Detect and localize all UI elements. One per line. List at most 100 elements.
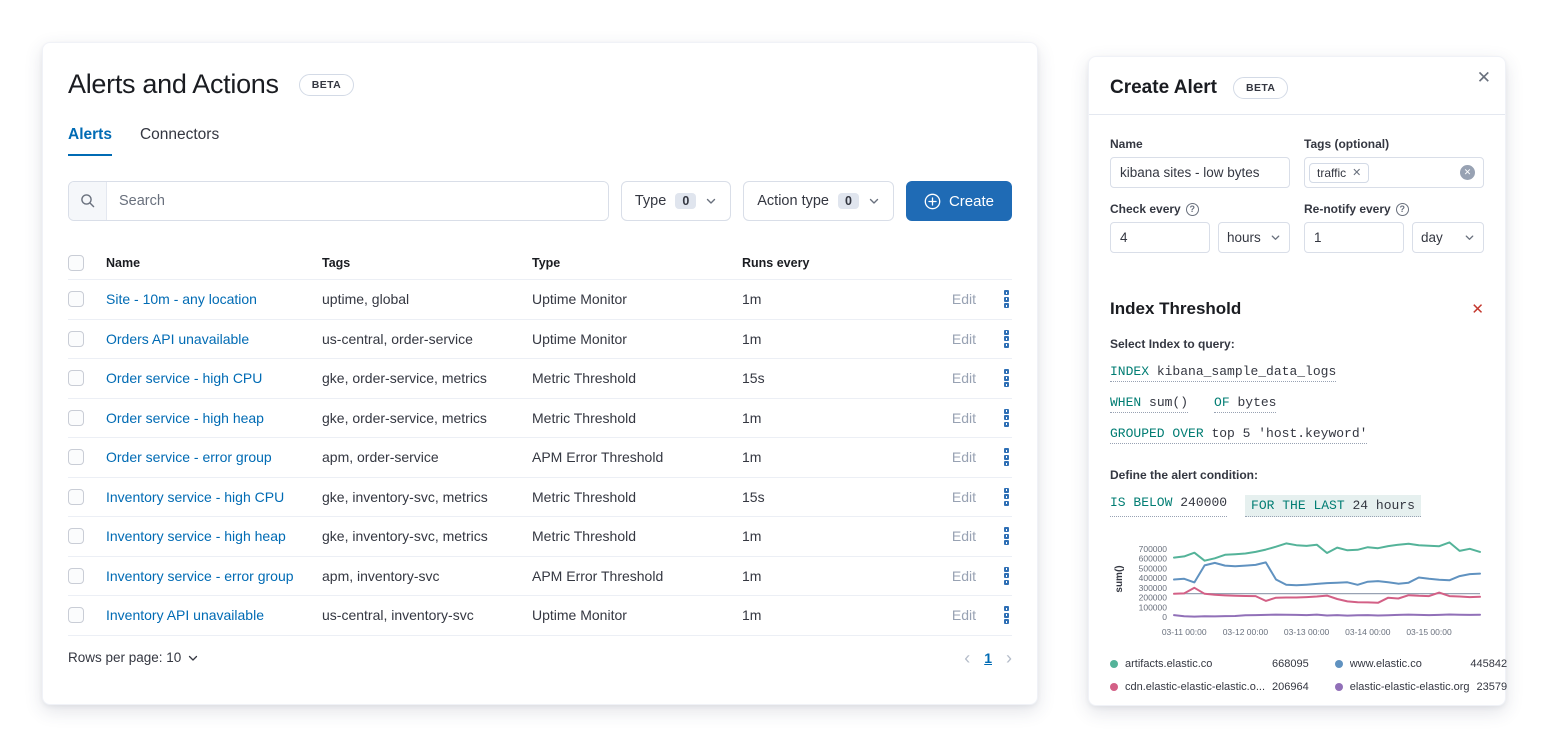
row-checkbox[interactable] xyxy=(68,291,84,308)
chart-legend: artifacts.elastic.co 668095 www.elastic.… xyxy=(1110,658,1507,693)
alert-type: Uptime Monitor xyxy=(532,330,627,347)
beta-badge: BETA xyxy=(1233,77,1289,99)
svg-text:03-11 00:00: 03-11 00:00 xyxy=(1162,627,1207,637)
alert-name-link[interactable]: Inventory service - high CPU xyxy=(106,488,285,505)
tags-label: Tags (optional) xyxy=(1304,137,1390,151)
expression-time-window[interactable]: FOR THE LAST 24 hours xyxy=(1245,495,1421,517)
edit-link[interactable]: Edit xyxy=(951,291,976,308)
alert-type: APM Error Threshold xyxy=(532,449,664,466)
type-filter-button[interactable]: Type 0 xyxy=(620,181,732,221)
legend-value: 23579 xyxy=(1476,681,1508,693)
edit-link[interactable]: Edit xyxy=(951,409,976,426)
alert-tags: apm, order-service xyxy=(322,449,439,466)
pagination: ‹ 1 › xyxy=(964,649,1012,667)
check-every-value-input[interactable] xyxy=(1110,222,1210,253)
header-name: Name xyxy=(106,255,141,270)
expression-grouped-over[interactable]: GROUPED OVER top 5 'host.keyword' xyxy=(1110,426,1368,444)
chevron-down-icon xyxy=(189,655,198,661)
row-actions-menu-icon[interactable] xyxy=(1001,603,1012,627)
tab-connectors[interactable]: Connectors xyxy=(139,126,220,143)
edit-link[interactable]: Edit xyxy=(951,567,976,584)
tab-alerts[interactable]: Alerts xyxy=(68,126,112,156)
edit-link[interactable]: Edit xyxy=(951,488,976,505)
alert-name-input[interactable] xyxy=(1110,157,1290,188)
action-type-filter-button[interactable]: Action type 0 xyxy=(743,181,894,221)
expression-of[interactable]: OF bytes xyxy=(1214,395,1277,413)
row-checkbox[interactable] xyxy=(68,567,84,584)
next-page-button[interactable]: › xyxy=(1006,647,1012,668)
alert-type: Metric Threshold xyxy=(532,409,637,426)
row-actions-menu-icon[interactable] xyxy=(1001,524,1012,548)
tags-input[interactable]: traffic ✕ ✕ xyxy=(1304,157,1484,188)
row-actions-menu-icon[interactable] xyxy=(1001,485,1012,509)
select-all-checkbox[interactable] xyxy=(68,254,84,271)
row-checkbox[interactable] xyxy=(68,409,84,426)
alert-runs-every: 1m xyxy=(742,567,762,584)
table-row: Inventory API unavailable us-central, in… xyxy=(68,595,1012,635)
header-tags: Tags xyxy=(322,255,351,270)
alert-runs-every: 1m xyxy=(742,291,762,308)
alert-name-link[interactable]: Orders API unavailable xyxy=(106,330,250,347)
legend-value: 445842 xyxy=(1470,658,1508,670)
remove-alert-type-icon[interactable]: ✕ xyxy=(1471,300,1484,318)
svg-text:03-13 00:00: 03-13 00:00 xyxy=(1284,627,1330,637)
alert-name-link[interactable]: Site - 10m - any location xyxy=(106,291,257,308)
renotify-every-value-input[interactable] xyxy=(1304,222,1404,253)
prev-page-button[interactable]: ‹ xyxy=(964,647,971,668)
alert-runs-every: 15s xyxy=(742,370,765,387)
row-actions-menu-icon[interactable] xyxy=(1001,366,1012,390)
alert-name-link[interactable]: Inventory API unavailable xyxy=(106,607,264,624)
svg-text:100000: 100000 xyxy=(1139,602,1168,612)
alert-tags: us-central, order-service xyxy=(322,330,473,347)
help-icon: ? xyxy=(1395,202,1409,216)
alert-type: Uptime Monitor xyxy=(532,607,627,624)
expression-index[interactable]: INDEX kibana_sample_data_logs xyxy=(1110,364,1337,382)
expression-when[interactable]: WHEN sum() xyxy=(1110,395,1189,413)
chevron-down-icon xyxy=(1465,235,1474,240)
legend-item[interactable]: elastic-elastic-elastic.org 23579 xyxy=(1334,681,1508,693)
edit-link[interactable]: Edit xyxy=(951,607,976,624)
renotify-every-unit-select[interactable]: day xyxy=(1412,222,1484,253)
row-actions-menu-icon[interactable] xyxy=(1001,287,1012,311)
alert-name-link[interactable]: Inventory service - high heap xyxy=(106,528,286,545)
edit-link[interactable]: Edit xyxy=(951,370,976,387)
edit-link[interactable]: Edit xyxy=(951,528,976,545)
remove-tag-icon[interactable]: ✕ xyxy=(1352,167,1362,179)
alert-runs-every: 1m xyxy=(742,449,762,466)
row-checkbox[interactable] xyxy=(68,488,84,505)
row-checkbox[interactable] xyxy=(68,370,84,387)
legend-value: 668095 xyxy=(1272,658,1309,670)
tag-pill-traffic[interactable]: traffic ✕ xyxy=(1309,162,1370,183)
expression-threshold[interactable]: IS BELOW 240000 xyxy=(1110,495,1228,517)
check-every-unit-select[interactable]: hours xyxy=(1218,222,1290,253)
legend-item[interactable]: cdn.elastic-elastic-elastic.o... 206964 xyxy=(1110,681,1309,693)
close-icon[interactable]: ✕ xyxy=(1476,68,1491,87)
row-checkbox[interactable] xyxy=(68,607,84,624)
row-actions-menu-icon[interactable] xyxy=(1001,445,1012,469)
legend-item[interactable]: artifacts.elastic.co 668095 xyxy=(1110,658,1309,670)
row-checkbox[interactable] xyxy=(68,330,84,347)
chevron-down-icon xyxy=(1271,235,1280,240)
alert-tags: us-central, inventory-svc xyxy=(322,607,474,624)
edit-link[interactable]: Edit xyxy=(951,449,976,466)
alert-name-link[interactable]: Order service - error group xyxy=(106,449,272,466)
row-checkbox[interactable] xyxy=(68,449,84,466)
alert-type: Metric Threshold xyxy=(532,488,637,505)
legend-item[interactable]: www.elastic.co 445842 xyxy=(1334,658,1508,670)
row-actions-menu-icon[interactable] xyxy=(1001,406,1012,430)
alerts-table: Name Tags Type Runs every Site - 10m - a… xyxy=(68,246,1012,680)
alert-name-link[interactable]: Inventory service - error group xyxy=(106,567,294,584)
edit-link[interactable]: Edit xyxy=(951,330,976,347)
rows-per-page-selector[interactable]: Rows per page: 10 xyxy=(68,650,199,665)
alert-name-link[interactable]: Order service - high CPU xyxy=(106,370,263,387)
row-checkbox[interactable] xyxy=(68,528,84,545)
search-input[interactable] xyxy=(107,182,608,220)
legend-dot-icon xyxy=(1334,660,1343,668)
alert-name-link[interactable]: Order service - high heap xyxy=(106,409,264,426)
row-actions-menu-icon[interactable] xyxy=(1001,564,1012,588)
row-actions-menu-icon[interactable] xyxy=(1001,327,1012,351)
page-number[interactable]: 1 xyxy=(984,649,992,666)
clear-tags-icon[interactable]: ✕ xyxy=(1460,165,1475,180)
alert-type-title: Index Threshold xyxy=(1110,299,1242,318)
create-button[interactable]: Create xyxy=(905,181,1012,221)
